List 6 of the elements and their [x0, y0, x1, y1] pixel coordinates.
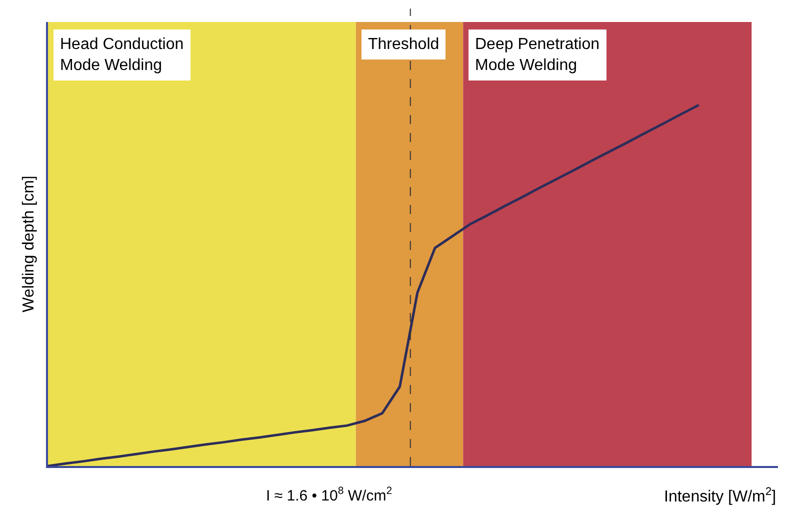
text: Deep Penetration Mode Welding	[475, 36, 600, 74]
text: Threshold	[368, 36, 440, 53]
text: Head Conduction Mode Welding	[60, 36, 184, 74]
x-axis-title: Intensity [W/m$^{2}$]	[664, 486, 776, 506]
y-axis-title: Welding depth [cm]	[20, 176, 38, 312]
text: I ≈ 1.6 • 10$^{8}$ W/cm$^{2}$	[266, 485, 392, 504]
